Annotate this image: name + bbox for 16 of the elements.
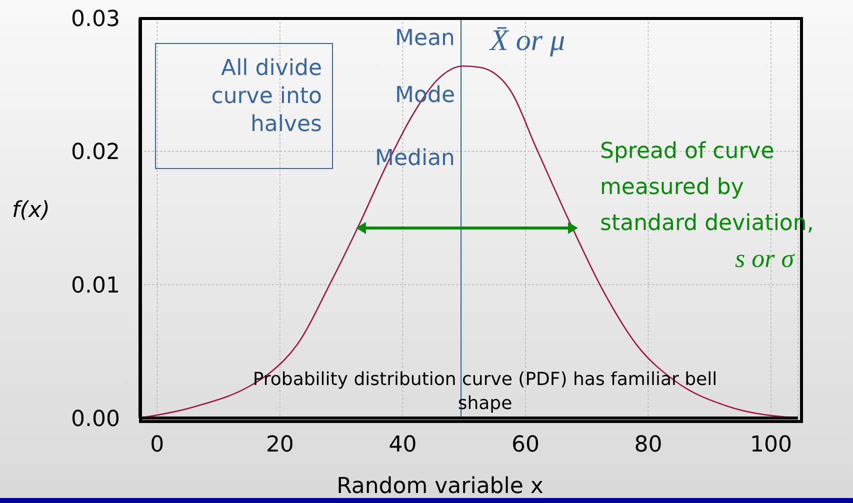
x-tick-label: 60 (511, 432, 540, 458)
y-tick-label: 0.01 (71, 273, 120, 298)
x-tick-label: 20 (266, 432, 294, 458)
annotation: Mean (394, 26, 455, 51)
annotation: X̄ or μ (490, 24, 566, 58)
annotation: s or σ (735, 244, 794, 274)
y-tick-label: 0.02 (71, 140, 120, 166)
x-tick-label: 80 (634, 432, 662, 458)
x-tick-label: 0 (150, 432, 164, 458)
x-tick-label: 100 (750, 432, 792, 458)
y-axis-title: f(x) (12, 198, 50, 223)
y-tick-label: 0.00 (71, 406, 120, 432)
annotation: All divide curve into halves (210, 55, 322, 139)
y-tick-label: 0.03 (71, 6, 120, 32)
x-tick-label: 40 (388, 432, 417, 458)
x-axis-title: Random variable x (336, 474, 544, 499)
